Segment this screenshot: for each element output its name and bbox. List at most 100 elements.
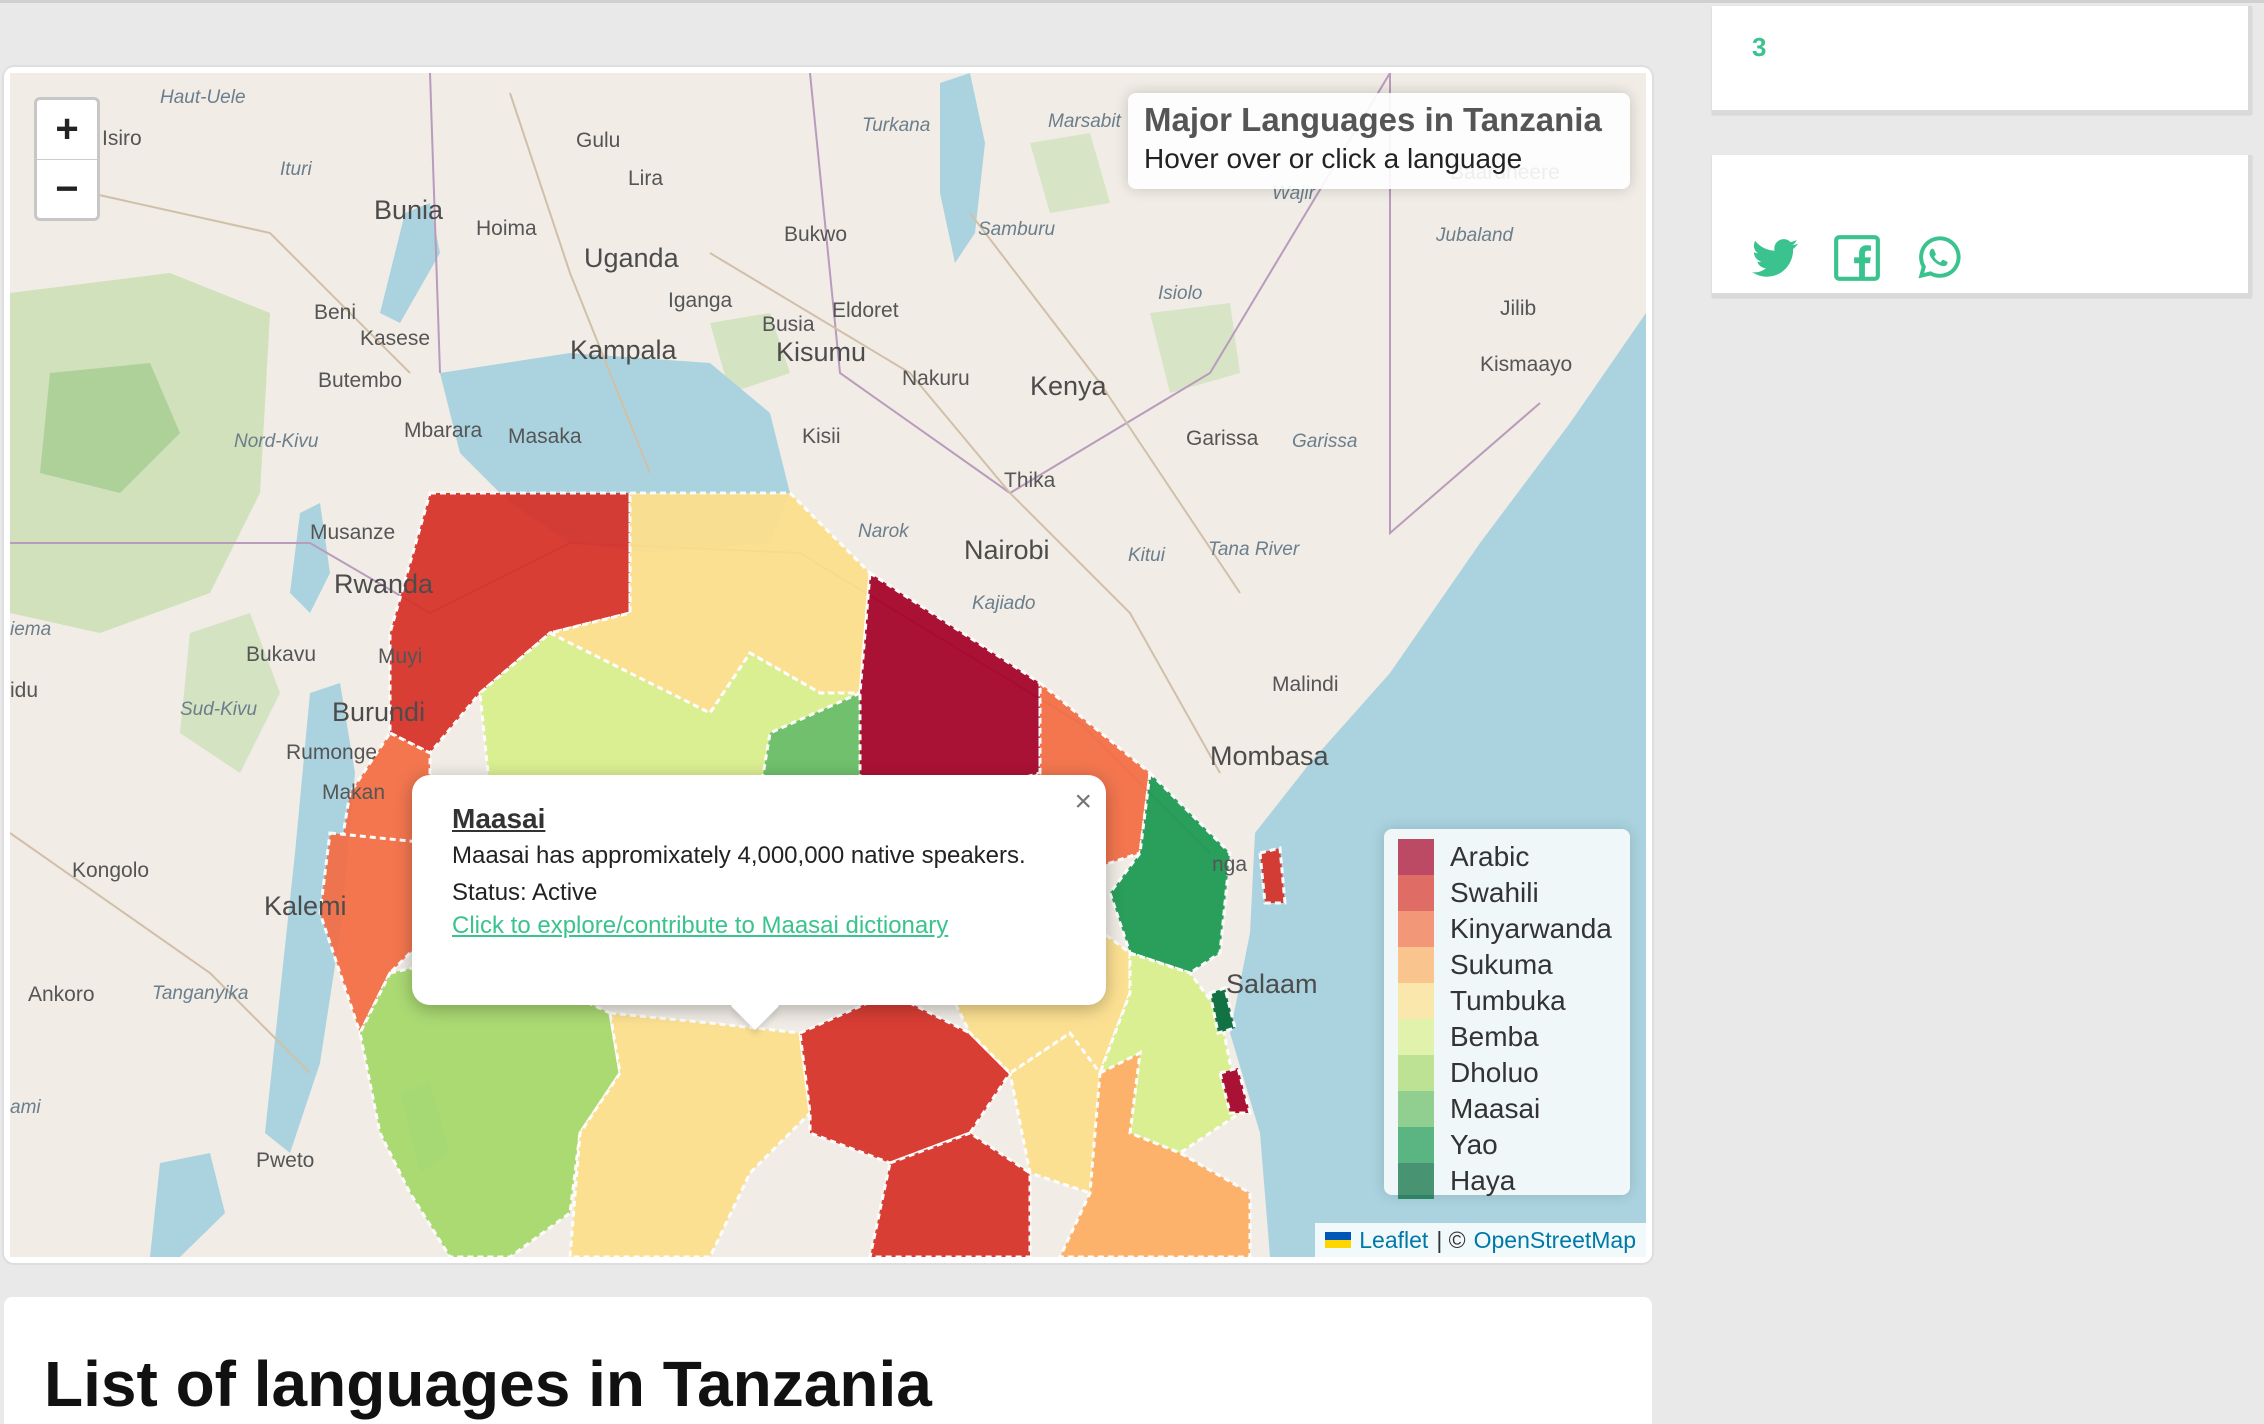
- legend-swatch: [1398, 983, 1434, 1019]
- popup-description: Maasai has appromixately 4,000,000 nativ…: [452, 842, 1026, 869]
- twitter-icon[interactable]: [1750, 233, 1800, 283]
- facebook-icon[interactable]: [1832, 233, 1882, 283]
- legend-label: Bemba: [1450, 1021, 1539, 1052]
- place-label: Turkana: [862, 115, 931, 136]
- place-label: Lira: [628, 167, 664, 190]
- place-label: Uganda: [584, 243, 679, 273]
- place-label: Isiro: [102, 127, 142, 150]
- legend-label: Kinyarwanda: [1450, 913, 1612, 944]
- map-card: Haut-Uele Isiro Gulu Turkana Marsabit Ituri Li…: [4, 67, 1652, 1263]
- legend-label: Dholuo: [1450, 1057, 1539, 1088]
- place-label: Makan: [322, 781, 386, 804]
- place-label: Samburu: [978, 219, 1056, 240]
- place-label: Gulu: [576, 129, 621, 152]
- place-label: Bukavu: [246, 643, 317, 666]
- place-label: ami: [10, 1097, 41, 1118]
- place-label: Kongolo: [72, 859, 150, 882]
- legend-item[interactable]: Haya: [1398, 1163, 1616, 1199]
- map-attribution: Leaflet | © OpenStreetMap: [1315, 1223, 1646, 1257]
- legend-item[interactable]: Sukuma: [1398, 947, 1616, 983]
- legend-swatch: [1398, 947, 1434, 983]
- place-label: Isiolo: [1158, 283, 1203, 304]
- popup-status: Status: Active: [452, 879, 598, 906]
- place-label: idu: [10, 679, 39, 702]
- place-label: Nakuru: [902, 367, 970, 390]
- leaflet-link[interactable]: Leaflet: [1359, 1226, 1429, 1253]
- place-label: Mombasa: [1210, 741, 1329, 771]
- legend-item[interactable]: Tumbuka: [1398, 983, 1616, 1019]
- legend-label: Tumbuka: [1450, 985, 1566, 1016]
- legend-item[interactable]: Bemba: [1398, 1019, 1616, 1055]
- place-label: Narok: [858, 521, 909, 542]
- place-label: Ituri: [280, 159, 312, 180]
- place-label: Garissa: [1292, 431, 1358, 452]
- zoom-in-button[interactable]: +: [55, 107, 79, 151]
- legend-label: Sukuma: [1450, 949, 1553, 980]
- place-label: Kampala: [570, 335, 677, 365]
- language-popup: × Maasai Maasai has appromixately 4,000,…: [412, 775, 1106, 1031]
- legend-swatch: [1398, 1091, 1434, 1127]
- legend-item[interactable]: Kinyarwanda: [1398, 911, 1616, 947]
- zoom-out-button[interactable]: −: [37, 159, 97, 218]
- legend-label: Swahili: [1450, 877, 1539, 908]
- place-label: Kenya: [1030, 371, 1107, 401]
- legend-item[interactable]: Maasai: [1398, 1091, 1616, 1127]
- place-label: Kajiado: [972, 593, 1036, 614]
- legend-label: Yao: [1450, 1129, 1498, 1160]
- share-card: [1712, 155, 2252, 297]
- place-label: Mbarara: [404, 419, 483, 442]
- place-label: Masaka: [508, 425, 582, 448]
- place-label: iema: [10, 619, 52, 640]
- place-label: nga: [1212, 853, 1248, 876]
- map-info-box: Major Languages in Tanzania Hover over o…: [1128, 93, 1630, 189]
- legend-swatch: [1398, 911, 1434, 947]
- place-label: Kalemi: [264, 891, 347, 921]
- place-label: Tanganyika: [152, 983, 249, 1004]
- zoom-control: + −: [34, 97, 100, 221]
- legend-swatch: [1398, 1019, 1434, 1055]
- map-info-subtitle: Hover over or click a language: [1144, 143, 1523, 174]
- place-label: Burundi: [332, 697, 426, 727]
- place-label: Iganga: [668, 289, 733, 312]
- place-label: Jubaland: [1436, 225, 1514, 246]
- place-label: Haut-Uele: [160, 87, 246, 108]
- place-label: Nairobi: [964, 535, 1050, 565]
- legend-item[interactable]: Arabic: [1398, 839, 1616, 875]
- base-map: [10, 73, 1646, 1257]
- place-label: Rwanda: [334, 569, 434, 599]
- whatsapp-icon[interactable]: [1914, 233, 1964, 283]
- legend-swatch: [1398, 1163, 1434, 1199]
- legend-item[interactable]: Dholuo: [1398, 1055, 1616, 1091]
- place-label: Busia: [762, 313, 815, 336]
- place-label: Thika: [1004, 469, 1056, 492]
- place-label: Garissa: [1186, 427, 1259, 450]
- popup-close-button[interactable]: ×: [1074, 785, 1092, 818]
- place-label: Muyi: [378, 645, 423, 668]
- place-label: Salaam: [1226, 969, 1318, 999]
- place-label: Kitui: [1128, 545, 1165, 566]
- legend-swatch: [1398, 839, 1434, 875]
- legend-swatch: [1398, 1055, 1434, 1091]
- place-label: Sud-Kivu: [180, 699, 258, 720]
- place-label: Marsabit: [1048, 111, 1121, 132]
- count-card: 3: [1712, 6, 2252, 114]
- place-label: Pweto: [256, 1149, 315, 1172]
- legend-label: Maasai: [1450, 1093, 1541, 1124]
- ukraine-flag-icon: [1325, 1232, 1352, 1248]
- place-label: Kisumu: [776, 337, 867, 367]
- place-label: Jilib: [1500, 297, 1537, 320]
- place-label: Rumonge: [286, 741, 378, 764]
- place-label: Ankoro: [28, 983, 95, 1006]
- place-label: Hoima: [476, 217, 537, 240]
- place-label: Nord-Kivu: [234, 431, 319, 452]
- place-label: Bunia: [374, 195, 444, 225]
- popup-dictionary-link[interactable]: Click to explore/contribute to Maasai di…: [452, 912, 949, 939]
- legend-swatch: [1398, 875, 1434, 911]
- map-viewport[interactable]: Haut-Uele Isiro Gulu Turkana Marsabit Ituri Li…: [10, 73, 1646, 1257]
- openstreetmap-link[interactable]: OpenStreetMap: [1473, 1226, 1636, 1253]
- legend-item[interactable]: Swahili: [1398, 875, 1616, 911]
- place-label: Musanze: [310, 521, 396, 544]
- legend-item[interactable]: Yao: [1398, 1127, 1616, 1163]
- popup-title[interactable]: Maasai: [452, 803, 546, 834]
- place-label: Kisii: [802, 425, 841, 448]
